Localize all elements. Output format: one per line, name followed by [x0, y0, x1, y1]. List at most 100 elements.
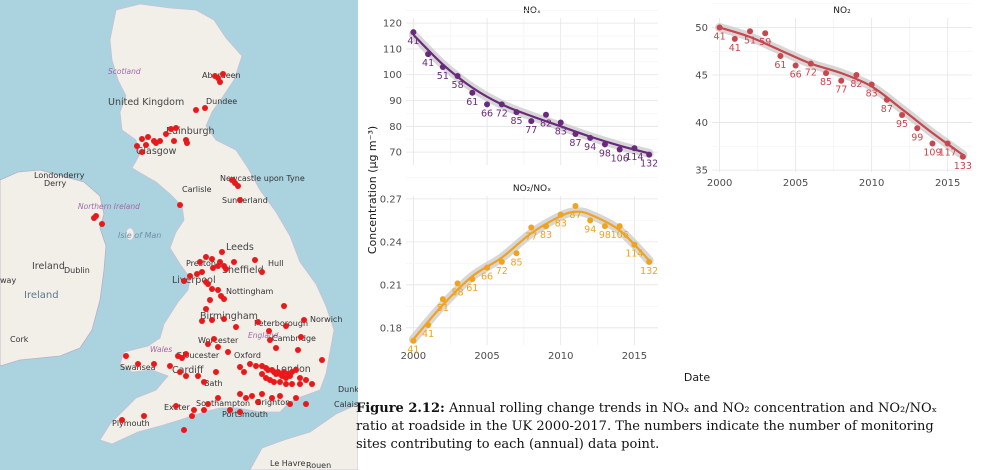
- data-point-label: 106: [611, 154, 629, 165]
- data-point-label: 95: [896, 119, 908, 130]
- site-dot: [255, 319, 261, 325]
- site-dot: [253, 363, 259, 369]
- site-dot: [205, 281, 211, 287]
- data-point: [853, 72, 860, 79]
- site-dot: [283, 381, 289, 387]
- data-point: [513, 109, 520, 116]
- map-label-portsmouth: Portsmouth: [222, 410, 268, 419]
- site-dot: [215, 344, 221, 350]
- data-point: [454, 73, 461, 80]
- site-dot: [241, 369, 247, 375]
- data-point-label: 114: [625, 152, 643, 163]
- data-point: [601, 223, 608, 230]
- data-point-label: 61: [774, 60, 786, 71]
- data-point-label: 72: [496, 266, 508, 277]
- data-point: [631, 145, 638, 152]
- site-dot: [99, 221, 105, 227]
- y-tick-label: 40: [695, 118, 708, 129]
- site-dot: [277, 379, 283, 385]
- data-point-label: 117: [939, 147, 957, 158]
- site-dot: [187, 273, 193, 279]
- site-dot: [145, 134, 151, 140]
- site-dot: [181, 427, 187, 433]
- data-point-label: 99: [911, 132, 923, 143]
- map-label-cambridge: Cambridge: [272, 334, 316, 343]
- site-dot: [184, 140, 190, 146]
- data-point-label: 114: [625, 249, 643, 260]
- map-label-wales: Wales: [150, 345, 172, 354]
- data-point-label: 77: [525, 125, 537, 136]
- data-point: [469, 276, 476, 283]
- site-dot: [183, 351, 189, 357]
- site-dot: [215, 287, 221, 293]
- site-dot: [309, 381, 315, 387]
- site-dot: [221, 296, 227, 302]
- site-dot: [247, 361, 253, 367]
- data-point: [616, 223, 623, 230]
- site-dot: [225, 349, 231, 355]
- data-point-label: 82: [540, 119, 552, 130]
- site-dot: [177, 369, 183, 375]
- site-dot: [193, 107, 199, 113]
- site-dot: [181, 278, 187, 284]
- map-svg: Scotland Aberdeen United Kingdom Dundee …: [0, 3, 358, 470]
- map-label-carlisle: Carlisle: [182, 185, 212, 194]
- site-dot: [201, 407, 207, 413]
- site-dot: [289, 381, 295, 387]
- map-label-united-kingdom: United Kingdom: [108, 97, 184, 108]
- data-point-label: 98: [599, 148, 611, 159]
- data-point-label: 133: [954, 161, 972, 172]
- caption-label: Figure 2.12:: [356, 401, 445, 416]
- site-dot: [209, 286, 215, 292]
- site-dot: [195, 373, 201, 379]
- site-dot: [205, 401, 211, 407]
- map-label-nottingham: Nottingham: [226, 287, 273, 296]
- data-point-label: 98: [599, 230, 611, 241]
- map-label-rouen: Rouen: [306, 461, 331, 470]
- site-dot: [223, 266, 229, 272]
- data-point-label: 94: [584, 224, 596, 235]
- y-tick-label: 90: [389, 96, 402, 107]
- site-dot: [203, 254, 209, 260]
- site-dot: [303, 377, 309, 383]
- site-dot: [301, 317, 307, 323]
- map-label-sunderland: Sunderland: [222, 196, 268, 205]
- map-label-le-havre: Le Havre: [270, 459, 306, 468]
- data-point-label: 85: [820, 77, 832, 88]
- site-dot: [207, 297, 213, 303]
- panel-title: NOₓ: [523, 6, 541, 16]
- map-label-cork: Cork: [10, 335, 29, 344]
- data-point-label: 82: [850, 79, 862, 90]
- map-label-way: way: [0, 276, 16, 285]
- ireland-landmass: [0, 169, 107, 367]
- data-point: [498, 258, 505, 265]
- site-dot: [269, 395, 275, 401]
- site-dot: [283, 323, 289, 329]
- data-point: [528, 118, 535, 125]
- site-dot: [143, 142, 149, 148]
- data-point-label: 51: [437, 303, 449, 314]
- charts-svg: Concentration (µg m⁻³) Date NOₓ 70 80 90 100…: [366, 3, 972, 384]
- site-dot: [231, 259, 237, 265]
- data-point: [587, 134, 594, 141]
- site-dot: [237, 197, 243, 203]
- site-dot: [227, 407, 233, 413]
- data-point-label: 109: [923, 147, 941, 158]
- panel-title: NO₂/NOₓ: [513, 184, 551, 194]
- panel-no2-nox-ratio: NO₂/NOₓ 0.18 0.21 0.24 0.27 2000 2005 2010 2015 4…: [380, 177, 658, 362]
- data-point: [883, 96, 890, 103]
- site-dot: [237, 409, 243, 415]
- site-dot: [303, 401, 309, 407]
- data-point: [777, 53, 784, 60]
- site-dot: [220, 71, 226, 77]
- site-dot: [237, 364, 243, 370]
- map-label-oxford: Oxford: [234, 351, 261, 360]
- site-dot: [134, 143, 140, 149]
- map-label-bath: Bath: [204, 379, 223, 388]
- data-point: [572, 131, 579, 138]
- site-dot: [211, 336, 217, 342]
- data-point-label: 132: [640, 266, 658, 277]
- data-point: [528, 224, 535, 231]
- data-point-label: 41: [407, 36, 419, 47]
- site-dot: [215, 263, 221, 269]
